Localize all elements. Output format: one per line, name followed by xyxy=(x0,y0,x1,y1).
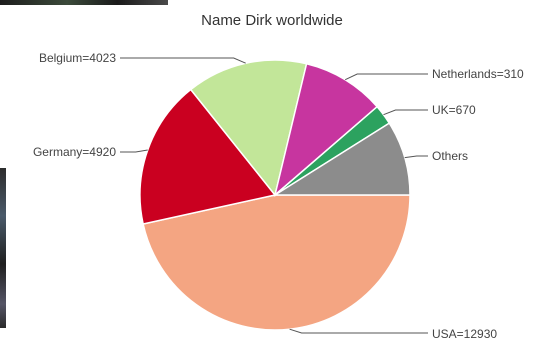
pie-slice-0 xyxy=(142,194,411,331)
leader-line-1 xyxy=(120,149,148,153)
slice-label-1: Germany=4920 xyxy=(33,145,116,159)
slice-label-2: Belgium=4023 xyxy=(39,51,116,65)
pie-slice-3 xyxy=(273,62,379,198)
pie-slice-2 xyxy=(189,59,308,197)
slice-label-0: USA=12930 xyxy=(432,327,497,341)
pie-slice-1 xyxy=(139,88,277,225)
slice-label-3: Netherlands=310 xyxy=(432,67,524,81)
slice-label-5: Others xyxy=(432,149,468,163)
leader-line-5 xyxy=(404,155,428,159)
background-photo-edge xyxy=(0,168,6,328)
slices-layer xyxy=(139,59,411,331)
leader-line-3 xyxy=(344,73,428,81)
leader-line-0 xyxy=(289,328,428,334)
leader-line-4 xyxy=(383,109,428,116)
background-photo-corner xyxy=(0,0,168,5)
chart-title: Name Dirk worldwide xyxy=(201,12,343,29)
leader-line-2 xyxy=(120,57,246,64)
labels-layer: USA=12930 Germany=4920 Belgium=4023 Netherl… xyxy=(33,51,524,341)
slice-label-4: UK=670 xyxy=(432,103,476,117)
